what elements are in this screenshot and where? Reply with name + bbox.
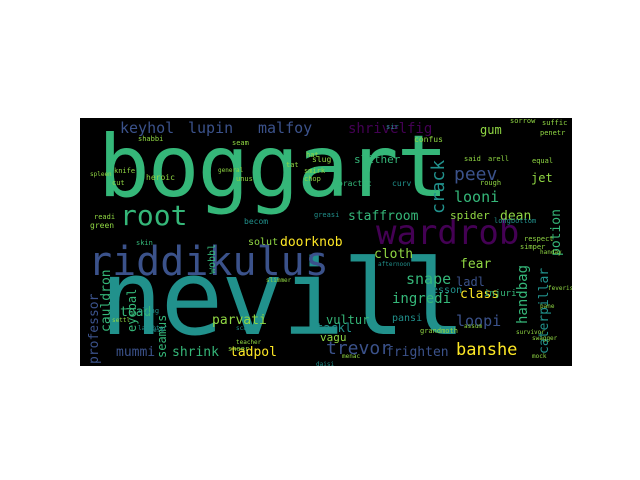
word-swagger: swagger — [532, 335, 558, 342]
word-settl: settl — [112, 317, 131, 324]
word-sneer: sneer — [228, 345, 250, 353]
word-riddikulus: riddikulus — [88, 239, 329, 285]
word-slug: slug — [312, 155, 332, 164]
word-heroic: heroic — [146, 173, 175, 182]
word-seamus: seamus — [155, 314, 169, 358]
word-dress: dress — [146, 327, 165, 334]
word-crack: crack — [428, 159, 449, 214]
word-gum: gum — [480, 123, 502, 137]
word-afternoon: afternoon — [378, 261, 411, 268]
word-malfoy: malfoy — [258, 119, 313, 137]
word-nevill: nevill — [100, 237, 466, 359]
word-fear: fear — [460, 257, 492, 272]
word-slimmer: slimmer — [266, 277, 292, 284]
word-staffroom: staffroom — [348, 209, 419, 224]
word-doorknob: doorknob — [280, 235, 343, 250]
word-penetr: penetr — [540, 129, 566, 137]
word-tat: tat — [286, 161, 299, 169]
word-menac: menac — [342, 353, 361, 360]
word-shabbi: shabbi — [138, 135, 164, 143]
word-frighten: frighten — [386, 345, 449, 360]
word-sir: sir — [386, 123, 399, 131]
word-ladl: ladl — [456, 275, 485, 289]
word-peev: peev — [454, 164, 498, 185]
word-solut: solut — [248, 237, 279, 248]
word-practic: practic — [338, 179, 372, 188]
word-longbottom: longbottom — [494, 217, 537, 225]
word-jet: jet — [531, 171, 553, 185]
word-parvati: parvati — [212, 313, 267, 328]
word-handay: handay — [540, 249, 562, 256]
word-readi: readi — [94, 213, 116, 221]
word-suffic: suffic — [542, 119, 568, 127]
word-slither: slither — [354, 153, 401, 166]
word-looni: looni — [454, 188, 500, 206]
word-said: said — [464, 155, 481, 163]
word-arell: arell — [488, 155, 510, 163]
word-green: green — [90, 221, 115, 230]
word-greasi: greasi — [314, 211, 340, 219]
word-spider: spider — [450, 209, 490, 222]
word-daisi: daisi — [316, 361, 335, 367]
word-wardrob: wardrob — [376, 213, 520, 253]
word-mock: mock — [532, 353, 547, 360]
word-handbag: handbag — [515, 264, 531, 324]
word-hat: hat — [306, 151, 319, 159]
word-simper: simper — [520, 243, 546, 251]
word-toad: toad — [120, 305, 152, 320]
word-loopi: loopi — [456, 312, 502, 330]
word-seam: seam — [232, 139, 249, 147]
word-tackl: tackl — [316, 321, 353, 335]
word-spleen: spleen — [90, 171, 112, 178]
word-equal: equal — [532, 157, 554, 165]
word-sling: sling — [138, 307, 160, 315]
word-snape: snape — [406, 270, 452, 288]
word-becom: becom — [244, 217, 269, 226]
word-vagu: vagu — [320, 331, 347, 344]
word-respect: respect — [524, 235, 554, 243]
word-laughter: laughter — [138, 325, 167, 332]
word-smirk: smirk — [304, 167, 326, 175]
word-shrivelfig: shrivelfig — [348, 121, 433, 137]
word-trevor: trevor — [326, 338, 392, 359]
word-keyhol: keyhol — [120, 119, 175, 137]
word-skin: skin — [136, 239, 153, 247]
word-chop: chop — [304, 175, 321, 183]
word-wobbl: wobbl — [207, 243, 218, 274]
word-cloud: nevill boggart riddikulus wardrob root k… — [80, 118, 572, 366]
word-survivor: survivor — [516, 329, 545, 336]
word-mummi: mummi — [116, 345, 156, 360]
word-shrink: shrink — [172, 345, 219, 360]
word-cloth: cloth — [374, 247, 414, 262]
word-cut: cut — [112, 179, 125, 187]
word-grandmoth: grandmoth — [420, 327, 458, 335]
word-root: root — [120, 199, 188, 232]
word-unus: unus — [236, 175, 253, 183]
word-rough: rough — [480, 179, 502, 187]
word-pansi: pansi — [392, 313, 423, 324]
word-lesson: lesson — [426, 285, 463, 296]
word-banshe: banshe — [456, 340, 518, 360]
word-curv: curv — [392, 179, 412, 188]
word-scale: scale — [236, 325, 255, 332]
word-confus: confus — [414, 135, 443, 144]
word-teacher: teacher — [236, 339, 262, 346]
word-knife: knife — [114, 167, 136, 175]
word-boggart: boggart — [98, 118, 448, 217]
word-pane: pane — [540, 303, 555, 310]
word-dean: dean — [500, 209, 532, 224]
word-sorrow: sorrow — [510, 118, 536, 125]
word-ingredi: ingredi — [392, 291, 452, 307]
word-lupin: lupin — [188, 119, 234, 137]
word-class: class — [460, 287, 500, 302]
word-injuri: injuri — [484, 289, 517, 299]
word-vultur: vultur — [326, 313, 370, 327]
word-assum: assum — [464, 323, 483, 330]
word-tadpol: tadpol — [230, 345, 277, 360]
word-general: general — [218, 167, 244, 174]
